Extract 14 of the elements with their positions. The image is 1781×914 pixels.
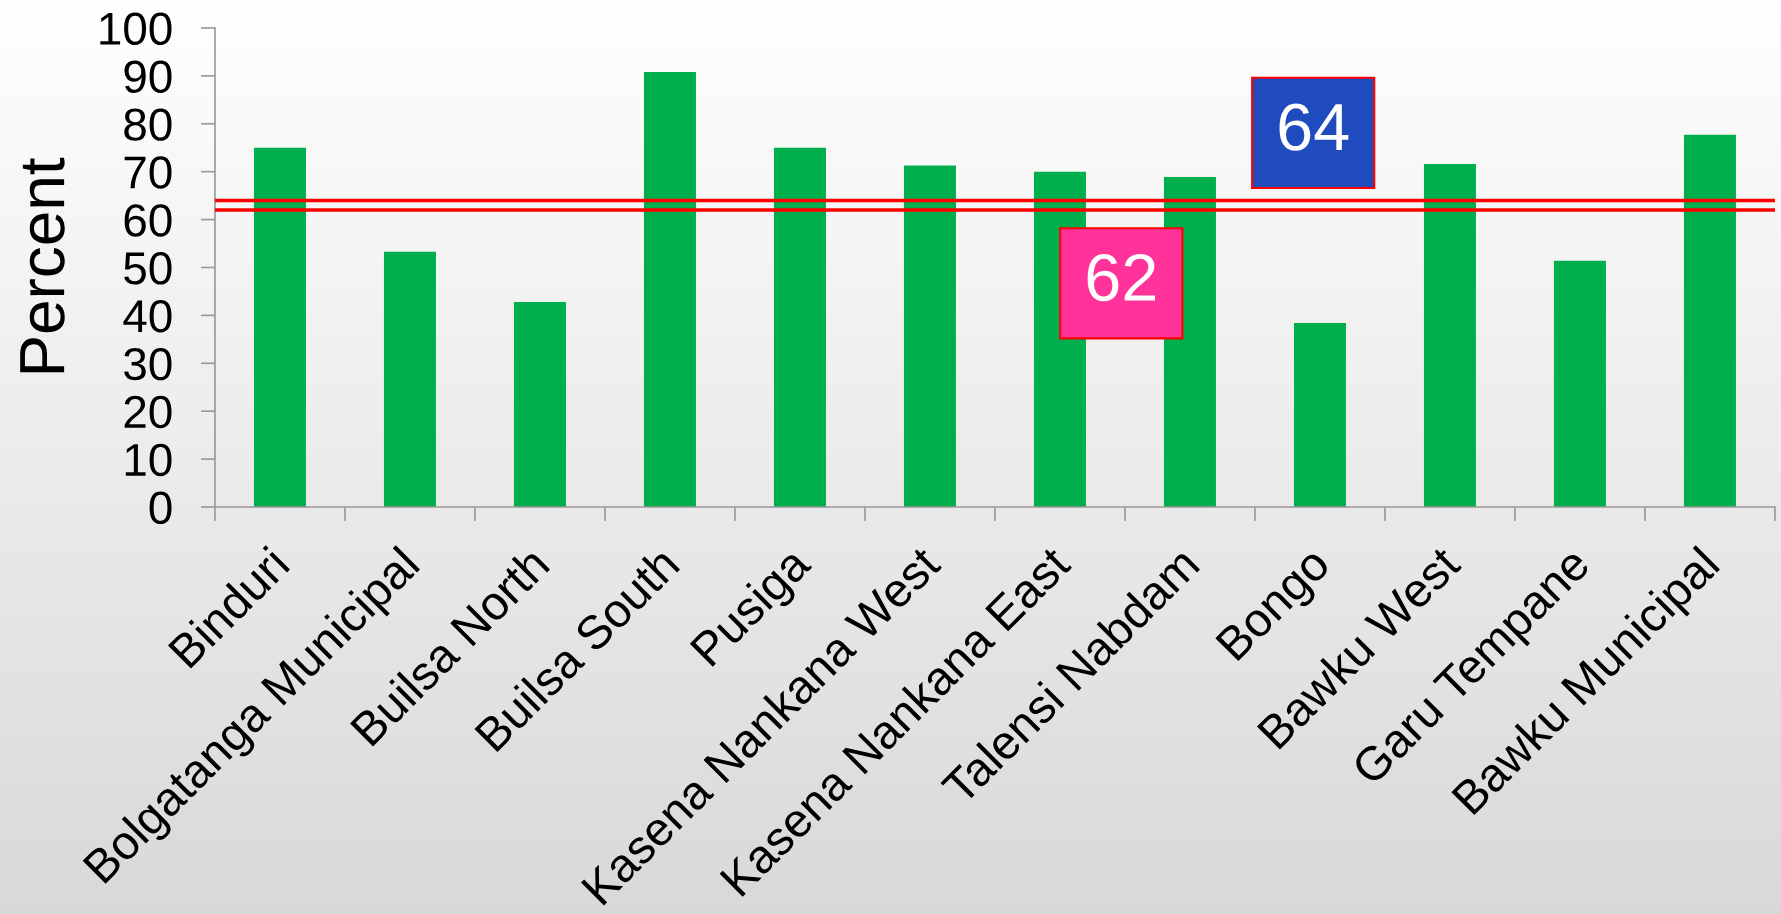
y-tick-label: 10 [125,443,172,477]
y-tick-label: 0 [149,491,172,525]
y-axis-title: Percent [20,157,65,373]
y-tick-label: 100 [100,12,172,46]
ref-line-label: 62 [1087,253,1156,302]
y-tick-label: 50 [124,252,172,285]
y-tick-label: 20 [124,395,172,429]
ref-line-label: 64 [1279,103,1349,151]
y-tick-label: 30 [124,347,172,381]
y-tick-label: 70 [124,156,172,189]
y-tick-label: 40 [123,299,172,333]
y-tick-label: 60 [124,204,172,237]
y-tick-label: 80 [124,108,172,141]
y-tick-label: 90 [124,60,172,93]
